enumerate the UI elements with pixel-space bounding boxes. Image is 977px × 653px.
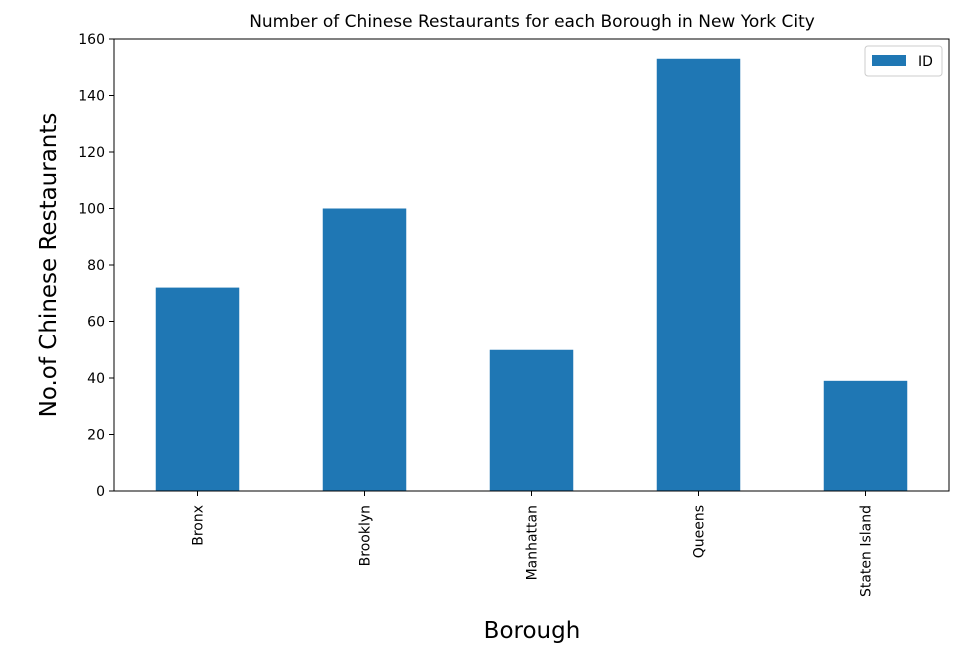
x-tick-label: Manhattan xyxy=(525,505,541,580)
bar-brooklyn xyxy=(322,208,407,491)
x-axis-ticks: Bronx Brooklyn Manhattan Queens Staten Islan… xyxy=(191,491,875,597)
bar-manhattan xyxy=(489,349,574,491)
y-tick-label: 60 xyxy=(87,315,105,331)
x-tick-label: Brooklyn xyxy=(358,505,374,566)
y-tick-label: 140 xyxy=(78,89,105,105)
x-tick-label: Bronx xyxy=(191,505,207,546)
y-tick-label: 80 xyxy=(87,258,105,274)
y-tick-label: 120 xyxy=(78,145,105,161)
y-tick-label: 160 xyxy=(78,32,105,48)
chart-title: Number of Chinese Restaurants for each B… xyxy=(249,12,815,32)
x-tick-label: Staten Island xyxy=(859,505,875,597)
y-tick-label: 0 xyxy=(96,484,105,500)
y-tick-label: 40 xyxy=(87,371,105,387)
y-axis-ticks: 0 20 40 60 80 100 120 140 160 xyxy=(78,32,114,500)
y-axis-label: No.of Chinese Restaurants xyxy=(36,113,62,418)
bar-queens xyxy=(656,58,741,492)
legend-swatch xyxy=(872,55,906,66)
legend: ID xyxy=(864,45,943,77)
bar-staten-island xyxy=(823,380,908,491)
x-tick-label: Queens xyxy=(692,505,708,558)
legend-label: ID xyxy=(918,54,933,70)
y-tick-label: 20 xyxy=(87,428,105,444)
plot-frame xyxy=(113,38,950,492)
bar-bronx xyxy=(155,287,240,491)
y-tick-label: 100 xyxy=(78,202,105,218)
x-axis-label: Borough xyxy=(484,618,581,644)
bars-group xyxy=(155,58,908,492)
